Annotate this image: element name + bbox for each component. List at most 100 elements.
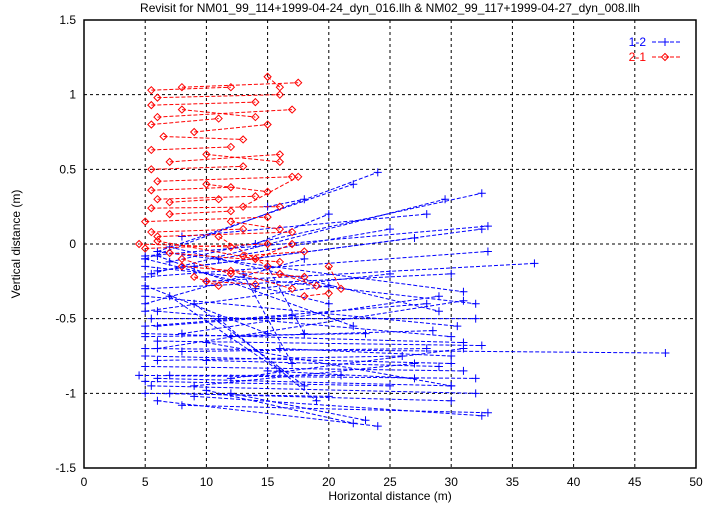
data-segment bbox=[151, 198, 446, 275]
data-segment bbox=[157, 94, 280, 99]
x-tick-label: 25 bbox=[383, 475, 397, 489]
diamond-marker bbox=[165, 157, 174, 167]
plus-marker bbox=[361, 329, 370, 338]
plus-marker bbox=[141, 389, 150, 398]
plus-marker bbox=[453, 322, 462, 331]
diamond-marker bbox=[226, 269, 236, 279]
diamond-marker bbox=[177, 254, 187, 264]
diamond-marker bbox=[238, 135, 248, 144]
legend-label: 1-2 bbox=[629, 35, 647, 49]
diamond-marker bbox=[275, 82, 285, 92]
y-tick-label: -1 bbox=[65, 386, 76, 400]
diamond-marker bbox=[147, 203, 156, 213]
diamond-marker bbox=[214, 281, 223, 291]
data-segment bbox=[157, 195, 256, 200]
legend-label: 2-1 bbox=[629, 50, 647, 64]
plus-marker bbox=[226, 374, 235, 383]
data-segment bbox=[169, 210, 231, 215]
y-tick-label: 1.5 bbox=[59, 13, 76, 27]
plus-marker bbox=[214, 314, 223, 323]
plus-marker bbox=[530, 259, 539, 268]
plus-marker bbox=[386, 381, 394, 390]
plus-marker bbox=[300, 329, 309, 338]
data-segment bbox=[157, 340, 482, 347]
data-segment bbox=[230, 330, 433, 338]
diamond-marker bbox=[251, 97, 260, 107]
data-segment bbox=[255, 243, 293, 260]
plus-marker bbox=[177, 347, 186, 356]
data-segment bbox=[181, 265, 305, 278]
diamond-marker bbox=[336, 284, 346, 294]
data-segment bbox=[230, 221, 280, 230]
diamond-marker bbox=[300, 272, 309, 282]
data-segment bbox=[151, 165, 244, 170]
diamond-marker bbox=[226, 142, 236, 152]
data-segment bbox=[169, 246, 440, 312]
data-segment bbox=[243, 250, 305, 257]
data-segment bbox=[218, 318, 317, 402]
data-segment bbox=[206, 359, 439, 367]
diamond-marker bbox=[140, 217, 150, 226]
plus-marker bbox=[190, 381, 199, 390]
plus-marker bbox=[483, 247, 492, 256]
data-segment bbox=[139, 243, 231, 248]
data-segment bbox=[151, 186, 231, 191]
data-segment bbox=[151, 228, 244, 233]
y-tick-label: 0 bbox=[69, 237, 76, 251]
plus-marker bbox=[434, 362, 443, 371]
diamond-marker bbox=[238, 251, 248, 261]
data-segment bbox=[218, 228, 391, 260]
data-segment bbox=[157, 400, 378, 427]
plus-marker bbox=[386, 225, 394, 234]
plus-marker bbox=[459, 287, 468, 296]
diamond-marker bbox=[324, 289, 334, 298]
data-segment bbox=[145, 273, 452, 290]
plus-marker bbox=[447, 396, 456, 405]
plus-marker bbox=[410, 234, 419, 243]
diamond-marker bbox=[251, 280, 260, 289]
diamond-marker bbox=[226, 266, 236, 276]
plus-marker bbox=[141, 352, 150, 360]
plus-marker bbox=[373, 422, 382, 431]
diamond-marker bbox=[312, 281, 321, 291]
data-segment bbox=[181, 82, 299, 88]
data-segment bbox=[194, 124, 268, 133]
diamond-marker bbox=[275, 224, 285, 234]
plus-marker bbox=[141, 254, 150, 263]
data-segment bbox=[255, 273, 391, 290]
diamond-marker bbox=[275, 202, 285, 211]
x-tick-label: 30 bbox=[445, 475, 459, 489]
plus-marker bbox=[141, 299, 150, 308]
x-tick-label: 0 bbox=[81, 475, 88, 489]
diamond-marker bbox=[147, 85, 156, 95]
plus-marker bbox=[141, 307, 150, 316]
diamond-marker bbox=[140, 244, 150, 253]
plus-marker bbox=[447, 269, 456, 278]
data-segment bbox=[194, 362, 415, 387]
data-segment bbox=[206, 153, 280, 163]
plus-marker bbox=[661, 38, 669, 46]
chart-title: Revisit for NM01_99_114+1999-04-24_dyn_0… bbox=[140, 1, 640, 15]
plus-marker bbox=[202, 356, 211, 365]
plus-marker bbox=[177, 329, 186, 338]
plus-marker bbox=[153, 307, 162, 316]
plus-marker bbox=[349, 180, 358, 189]
plus-marker bbox=[434, 292, 443, 301]
plus-marker bbox=[153, 337, 162, 346]
data-segment bbox=[151, 86, 231, 91]
diamond-marker bbox=[263, 72, 272, 81]
plus-marker bbox=[226, 389, 235, 398]
data-segment bbox=[157, 240, 256, 260]
plus-marker bbox=[483, 408, 492, 417]
diamond-marker bbox=[202, 180, 211, 189]
data-segment bbox=[267, 266, 305, 334]
plus-marker bbox=[447, 359, 456, 368]
data-segment bbox=[328, 266, 342, 290]
data-segment bbox=[169, 192, 482, 263]
plus-marker bbox=[141, 272, 150, 281]
diamond-marker bbox=[177, 82, 187, 92]
plus-marker bbox=[324, 281, 333, 290]
diamond-marker bbox=[147, 186, 156, 195]
diamond-marker bbox=[134, 239, 144, 249]
x-tick-label: 5 bbox=[142, 475, 149, 489]
